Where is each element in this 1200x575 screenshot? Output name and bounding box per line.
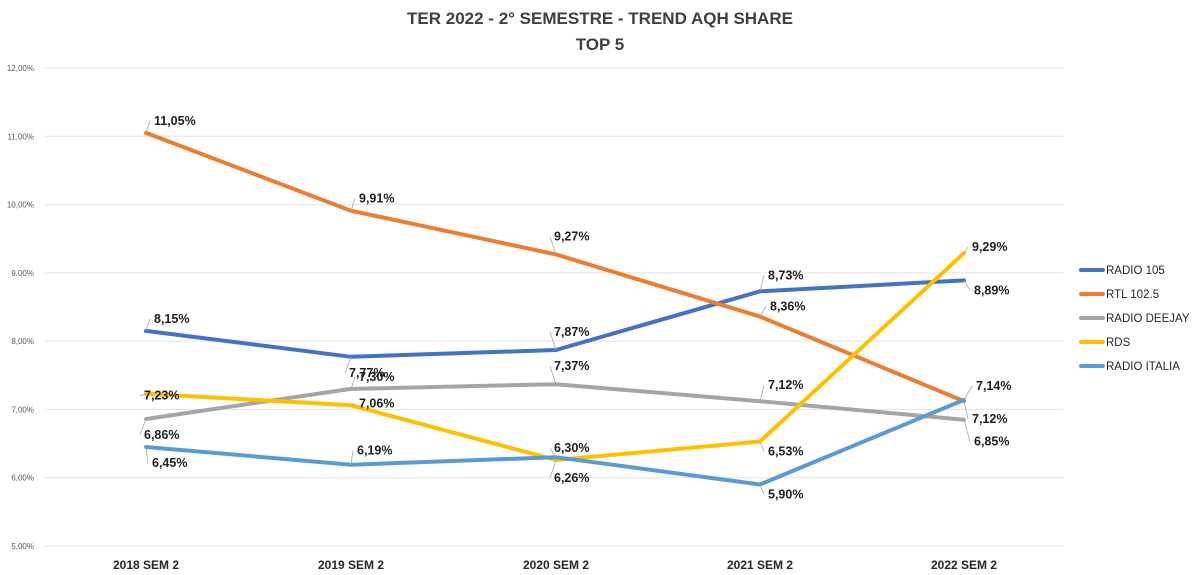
chart-subtitle: TOP 5 xyxy=(576,35,625,54)
data-label-rds: 7,23% xyxy=(144,389,179,403)
data-label-radio-italia: 6,45% xyxy=(152,456,187,470)
y-axis-ticks: 5,00% 6,00% 7,00% 8,00% 9,00% 10,00% 11,00% 12,… xyxy=(7,64,34,551)
label-leader xyxy=(350,450,354,465)
label-leader xyxy=(344,356,352,373)
label-leader xyxy=(350,198,356,211)
data-label-radio-deejay: 7,12% xyxy=(768,378,803,392)
label-leader xyxy=(759,441,765,452)
data-label-radio-deejay: 6,85% xyxy=(974,435,1009,449)
data-label-radio-deejay: 6,86% xyxy=(144,428,179,442)
series-line-rds xyxy=(144,251,966,462)
y-tick-label: 5,00% xyxy=(11,542,34,551)
legend-label: RDS xyxy=(1106,337,1131,349)
label-leader xyxy=(963,385,973,401)
data-label-radio-105: 8,89% xyxy=(974,283,1009,297)
x-tick-label: 2019 SEM 2 xyxy=(318,558,384,572)
y-tick-label: 8,00% xyxy=(11,337,34,346)
x-tick-label: 2021 SEM 2 xyxy=(727,558,793,572)
label-leader xyxy=(145,120,151,133)
label-leader xyxy=(350,376,356,390)
data-label-radio-deejay: 7,30% xyxy=(359,370,394,384)
data-label-rtl-102-5: 9,27% xyxy=(554,229,589,243)
series-lines xyxy=(144,130,966,487)
label-leader xyxy=(963,280,971,291)
legend-label: RTL 102.5 xyxy=(1106,289,1159,301)
label-leader xyxy=(759,385,765,402)
label-leader xyxy=(759,275,765,292)
legend-label: RADIO DEEJAY xyxy=(1106,313,1190,325)
label-leader xyxy=(145,446,149,464)
data-label-radio-italia: 6,19% xyxy=(357,444,392,458)
label-leader xyxy=(963,246,969,254)
label-leader xyxy=(350,402,356,406)
label-leader xyxy=(139,418,147,436)
data-label-rtl-102-5: 8,36% xyxy=(770,300,805,314)
data-label-radio-105: 7,77% xyxy=(349,366,384,380)
legend-item-rds: RDS xyxy=(1079,337,1131,349)
data-label-rds: 6,26% xyxy=(554,471,589,485)
label-leader xyxy=(549,366,557,385)
y-tick-label: 6,00% xyxy=(11,474,34,483)
label-leader xyxy=(549,331,557,351)
legend-label: RADIO 105 xyxy=(1106,265,1165,277)
data-label-radio-deejay: 7,37% xyxy=(554,359,589,373)
y-tick-label: 12,00% xyxy=(7,64,34,73)
series-line-radio-deejay xyxy=(144,382,966,422)
legend: RADIO 105 RTL 102.5 RADIO DEEJAY RDS RADIO I… xyxy=(1079,265,1190,373)
data-label-radio-italia: 7,14% xyxy=(976,379,1011,393)
legend-item-radio-italia: RADIO ITALIA xyxy=(1079,361,1180,373)
y-tick-label: 11,00% xyxy=(7,132,34,141)
legend-label: RADIO ITALIA xyxy=(1106,361,1180,373)
data-label-radio-italia: 5,90% xyxy=(768,488,803,502)
data-label-rds: 6,53% xyxy=(768,445,803,459)
x-tick-label: 2020 SEM 2 xyxy=(523,558,589,572)
legend-item-radio-105: RADIO 105 xyxy=(1079,265,1165,277)
label-leader xyxy=(549,236,557,255)
label-leader xyxy=(963,401,969,420)
legend-item-radio-deejay: RADIO DEEJAY xyxy=(1079,313,1190,325)
label-leader xyxy=(549,459,557,479)
label-leader xyxy=(139,393,147,397)
x-axis-ticks: 2018 SEM 2 2019 SEM 2 2020 SEM 2 2021 SEM 2… xyxy=(113,558,997,572)
data-label-rtl-102-5: 7,12% xyxy=(972,412,1007,426)
legend-item-rtl-102-5: RTL 102.5 xyxy=(1079,289,1159,301)
y-tick-label: 10,00% xyxy=(7,201,34,210)
chart-title: TER 2022 - 2° SEMESTRE - TREND AQH SHARE xyxy=(407,9,793,28)
series-line-radio-105 xyxy=(144,278,966,359)
label-leader xyxy=(963,419,971,442)
data-label-radio-italia: 6,30% xyxy=(554,441,589,455)
data-label-radio-105: 8,15% xyxy=(154,312,189,326)
data-label-rtl-102-5: 9,91% xyxy=(359,192,394,206)
label-leader xyxy=(759,484,765,495)
label-leader xyxy=(145,318,151,332)
data-label-rds: 7,06% xyxy=(359,396,394,410)
label-leader xyxy=(759,306,767,317)
data-label-rtl-102-5: 11,05% xyxy=(154,114,196,128)
y-tick-label: 9,00% xyxy=(11,269,34,278)
x-tick-label: 2018 SEM 2 xyxy=(113,558,179,572)
label-leader xyxy=(549,448,557,458)
x-tick-label: 2022 SEM 2 xyxy=(931,558,997,572)
data-label-radio-105: 7,87% xyxy=(554,325,589,339)
data-labels: 8,15% 7,77% 7,87% 8,73% 8,89% 11,05% 9,91% 9,27… xyxy=(139,114,1011,502)
data-label-rds: 9,29% xyxy=(972,240,1007,254)
data-label-radio-105: 8,73% xyxy=(768,268,803,282)
y-tick-label: 7,00% xyxy=(11,405,34,414)
